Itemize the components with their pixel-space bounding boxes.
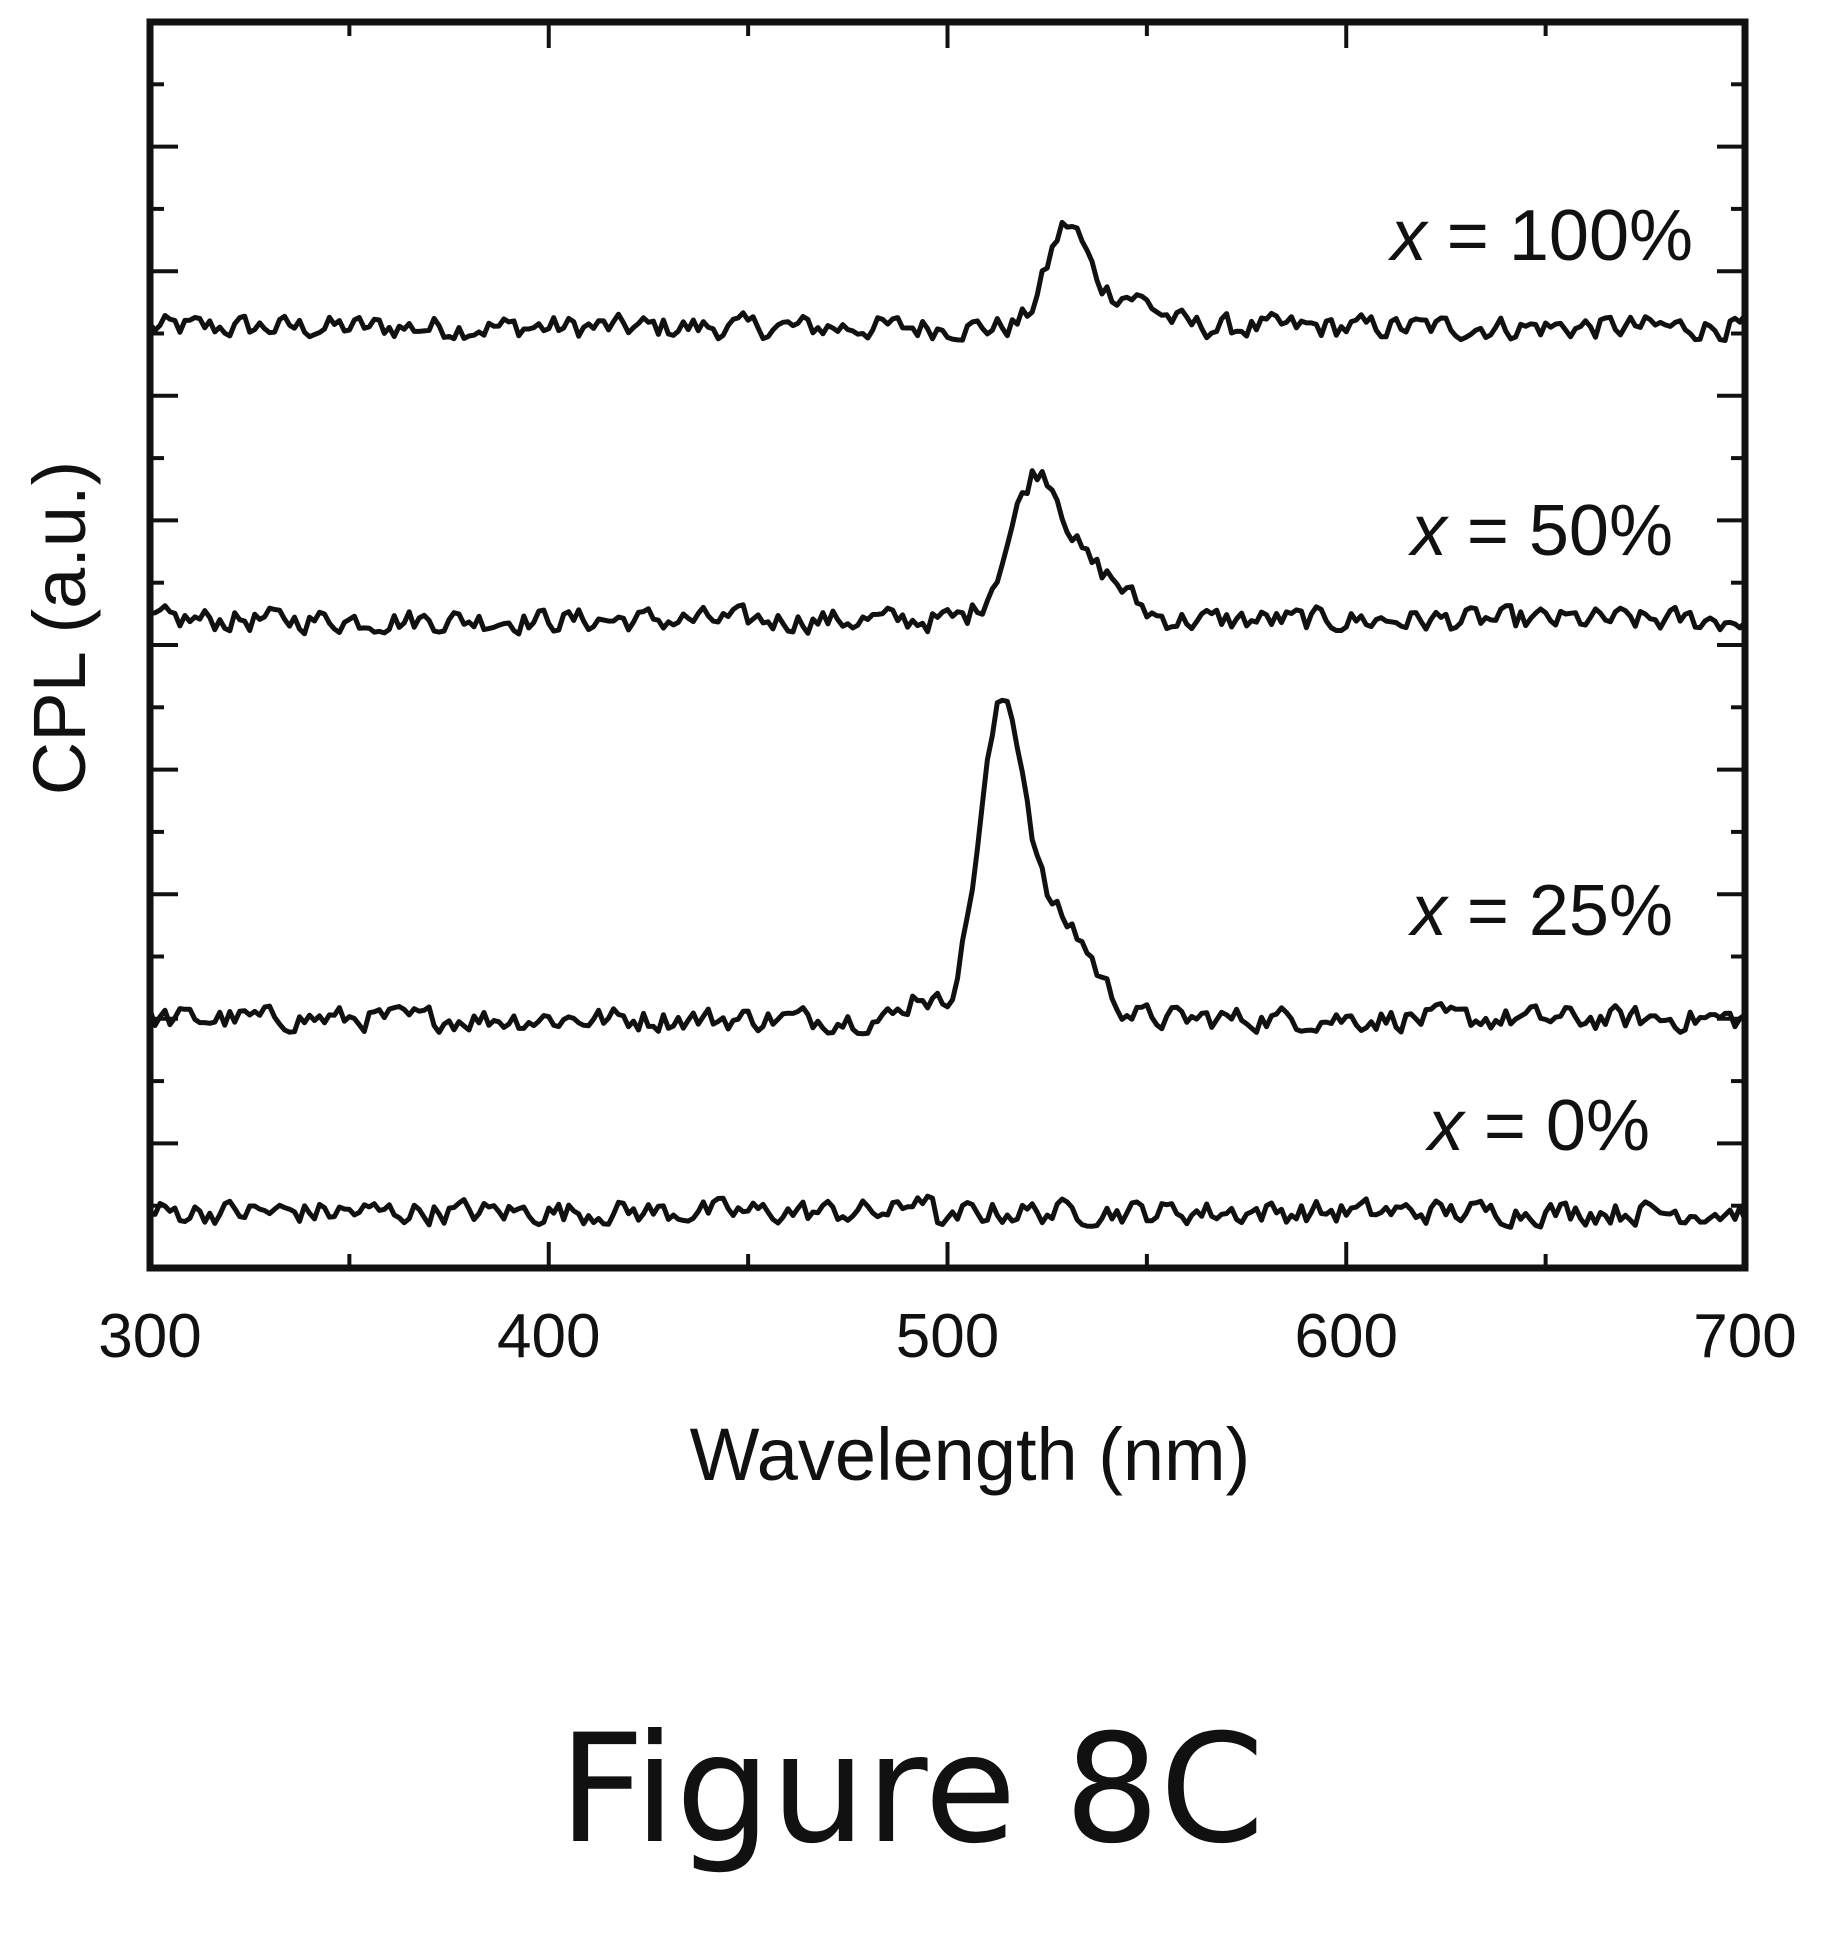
- series-label-variable: x: [1408, 491, 1450, 571]
- series-label-value: = 50%: [1447, 491, 1673, 571]
- y-axis-label: CPL (a.u.): [18, 461, 101, 795]
- series-label-variable: x: [1408, 871, 1450, 951]
- axes: 300 400 500 600 700: [98, 18, 1797, 1371]
- series-label-value: = 0%: [1464, 1086, 1650, 1166]
- x-tick-label: 400: [497, 1302, 600, 1371]
- x-tick-label: 600: [1295, 1302, 1398, 1371]
- series-label-value: = 25%: [1447, 871, 1673, 951]
- figure-caption: Figure 8C: [558, 1703, 1265, 1877]
- series-line: [149, 468, 1747, 637]
- x-axis-label: Wavelength (nm): [690, 1413, 1251, 1496]
- series-label: x = 100%: [1388, 196, 1693, 276]
- x-tick-label: 700: [1693, 1302, 1796, 1371]
- series-line: [148, 219, 1748, 343]
- series-label-variable: x: [1388, 196, 1430, 276]
- series-label-variable: x: [1425, 1086, 1467, 1166]
- series-label: x = 0%: [1425, 1086, 1650, 1166]
- series-label-value: = 100%: [1427, 196, 1693, 276]
- series-label: x = 50%: [1408, 491, 1673, 571]
- series-label: x = 25%: [1408, 871, 1673, 951]
- x-tick-label: 500: [896, 1302, 999, 1371]
- series-line: [149, 1193, 1748, 1230]
- series-line: [147, 697, 1747, 1037]
- x-tick-label: 300: [98, 1302, 201, 1371]
- plot-area: x = 100%x = 50%x = 25%x = 0%: [147, 196, 1748, 1230]
